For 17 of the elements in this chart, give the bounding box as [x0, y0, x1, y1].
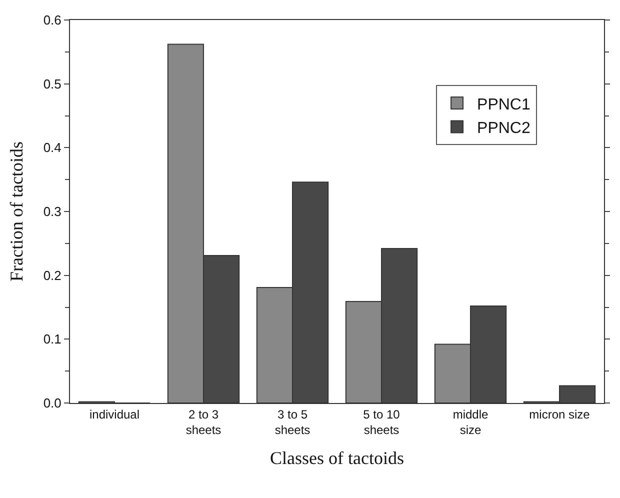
y-tick-label: 0.4 — [43, 140, 62, 156]
y-tick-label: 0.1 — [43, 332, 62, 347]
x-tick-label: 5 to 10 sheets — [363, 407, 400, 437]
y-tick-label: 0.3 — [43, 204, 62, 220]
legend-label: PPNC2 — [477, 120, 530, 138]
x-tick-label: 3 to 5 sheets — [274, 407, 310, 437]
y-axis-title: Fraction of tactoids — [6, 142, 27, 282]
y-tick-label: 0.5 — [43, 76, 62, 92]
x-tick-label: micron size — [529, 407, 590, 422]
x-tick-label: individual — [89, 407, 140, 422]
y-tick-label: 0.6 — [43, 12, 62, 28]
legend-label: PPNC1 — [477, 96, 530, 114]
x-tick-label: middle size — [452, 407, 488, 437]
x-axis-title: Classes of tactoids — [270, 448, 404, 468]
y-tick-label: 0.2 — [43, 268, 62, 283]
y-tick-label: 0.0 — [43, 396, 62, 411]
x-tick-label: 2 to 3 sheets — [186, 407, 222, 437]
